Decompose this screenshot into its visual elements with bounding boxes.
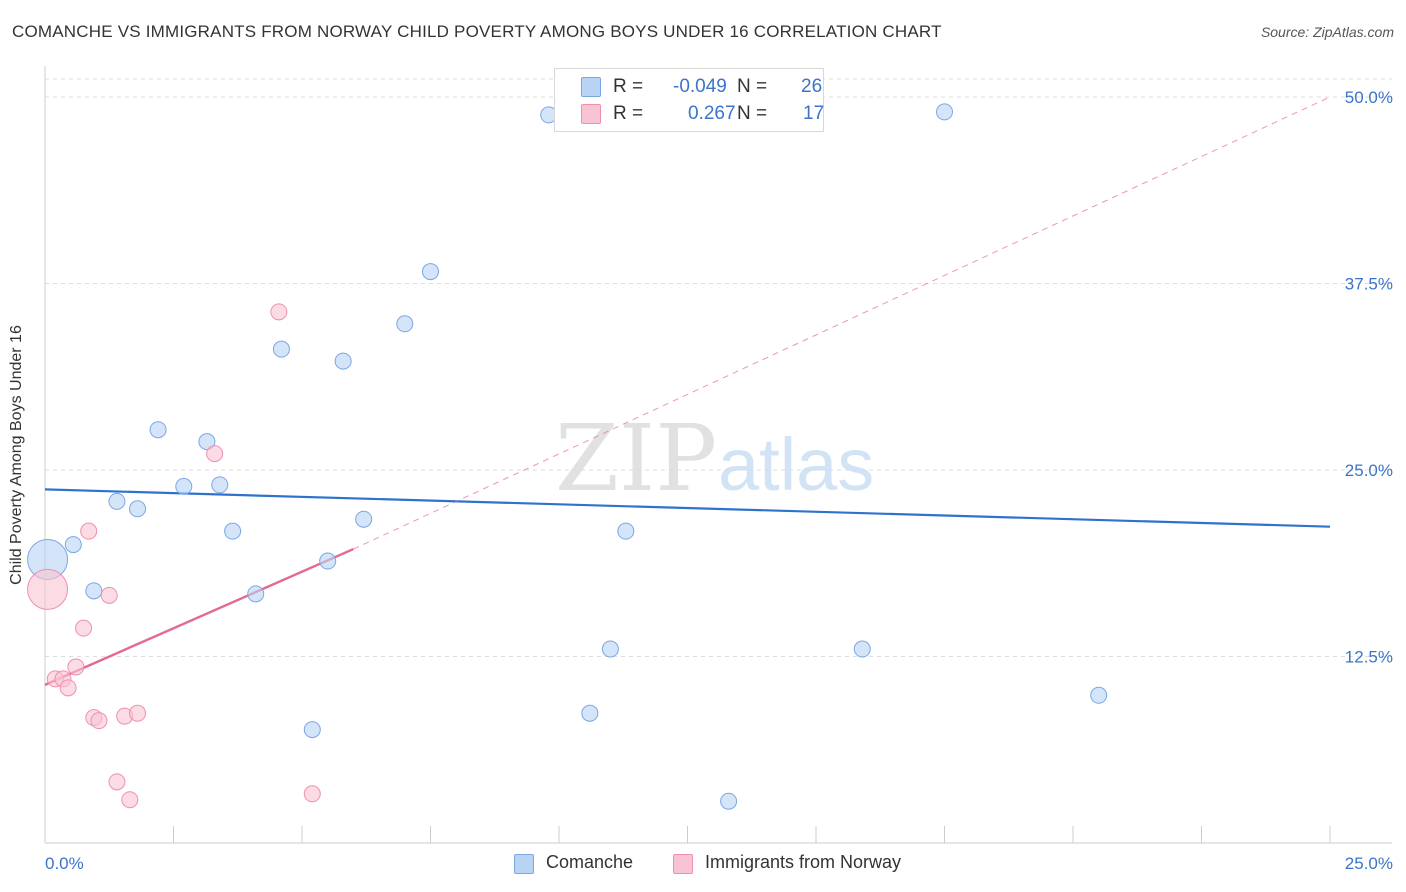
correlation-legend: R = -0.049 N = 26 R = 0.267 N = 17: [554, 68, 824, 132]
norway-point: [27, 568, 69, 610]
comanche-point: [129, 500, 147, 518]
legend-r-value: 0.267: [688, 103, 736, 124]
legend-label-norway: Immigrants from Norway: [705, 852, 902, 872]
comanche-point: [224, 522, 242, 540]
comanche-point: [211, 476, 229, 494]
norway-point: [75, 619, 93, 637]
norway-point: [59, 679, 77, 697]
norway-point: [100, 586, 118, 604]
y-axis-label: Child Poverty Among Boys Under 16: [8, 325, 25, 585]
watermark-atlas: atlas: [718, 423, 874, 506]
comanche-point: [175, 477, 193, 495]
comanche-point: [853, 640, 871, 658]
y-tick-label: 37.5%: [1345, 275, 1393, 294]
comanche-point: [149, 421, 167, 439]
comanche-point: [247, 585, 265, 603]
y-tick-labels: 12.5% 25.0% 37.5% 50.0%: [1345, 88, 1393, 667]
legend-r-label: R =: [613, 76, 644, 97]
watermark: ZIP atlas: [555, 405, 874, 512]
norway-point: [129, 704, 147, 722]
legend-n-value: 26: [801, 76, 823, 97]
y-tick-label: 12.5%: [1345, 648, 1393, 667]
watermark-zip: ZIP: [555, 405, 717, 512]
legend-n-value: 17: [803, 103, 825, 124]
comanche-point: [272, 340, 290, 358]
comanche-swatch: [581, 77, 601, 97]
comanche-point: [64, 536, 82, 554]
comanche-swatch: [514, 854, 534, 874]
norway-swatch: [581, 104, 601, 124]
comanche-point: [601, 640, 619, 658]
x-tick-label: 25.0%: [1345, 854, 1393, 873]
comanche-point: [936, 103, 953, 121]
norway-point: [121, 791, 139, 809]
trend-layer: [44, 96, 1331, 686]
grid-layer: [45, 78, 1392, 657]
series-legend: Comanche Immigrants from Norway: [0, 852, 1406, 878]
y-tick-label: 50.0%: [1345, 88, 1393, 107]
comanche-point: [422, 263, 439, 281]
norway-swatch: [673, 854, 693, 874]
legend-r-label: R =: [613, 103, 644, 124]
x-tick-labels: 0.0% 25.0%: [45, 854, 1393, 873]
comanche-point: [355, 510, 373, 528]
norway-trend-line: [44, 547, 354, 686]
comanche-point: [334, 352, 352, 370]
comanche-point: [617, 522, 635, 540]
chart-title: COMANCHE VS IMMIGRANTS FROM NORWAY CHILD…: [12, 22, 942, 41]
norway-point: [270, 303, 288, 321]
y-tick-label: 25.0%: [1345, 461, 1393, 480]
comanche-point: [581, 704, 599, 722]
legend-label-comanche: Comanche: [546, 852, 634, 872]
legend-n-label: N =: [737, 103, 768, 124]
norway-point: [80, 522, 98, 540]
x-tick-label: 0.0%: [45, 854, 84, 873]
comanche-point: [108, 492, 126, 510]
comanche-point: [85, 582, 103, 600]
points-layer: [27, 103, 1108, 810]
norway-trend-extension: [353, 96, 1331, 550]
norway-point: [108, 773, 126, 791]
comanche-point: [720, 792, 738, 810]
legend-n-label: N =: [737, 76, 768, 97]
comanche-point: [1090, 686, 1108, 704]
comanche-point: [396, 315, 414, 333]
comanche-point: [303, 721, 321, 739]
norway-point: [303, 785, 321, 803]
comanche-point: [319, 552, 337, 570]
comanche-trend-line: [44, 488, 1331, 528]
axis-layer: [44, 66, 1392, 844]
source-note: Source: ZipAtlas.com: [1260, 24, 1394, 40]
norway-point: [90, 712, 108, 730]
norway-point: [206, 445, 224, 463]
comanche-point: [198, 433, 216, 451]
legend-r-value: -0.049: [673, 76, 727, 97]
norway-point: [67, 658, 85, 676]
